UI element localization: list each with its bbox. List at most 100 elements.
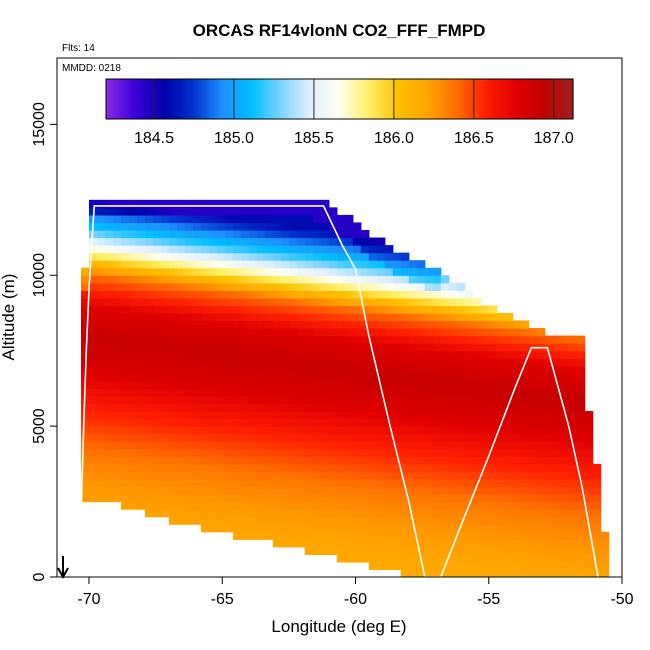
field-cell	[240, 373, 250, 382]
field-cell	[216, 509, 226, 518]
field-cell	[584, 516, 594, 525]
field-cell	[160, 486, 170, 495]
field-cell	[320, 312, 330, 322]
field-cell	[280, 380, 290, 390]
field-cell	[312, 312, 322, 322]
field-cell	[264, 252, 274, 261]
field-cell	[360, 448, 370, 457]
field-cell	[368, 373, 378, 382]
field-cell	[552, 478, 562, 488]
field-cell	[376, 433, 386, 442]
field-cell	[104, 305, 114, 314]
field-cell	[456, 328, 466, 337]
field-cell	[392, 494, 402, 503]
field-cell	[472, 494, 482, 503]
field-cell	[440, 516, 450, 525]
field-cell	[216, 426, 226, 435]
colorbar-segment	[329, 79, 333, 119]
field-cell	[224, 335, 234, 344]
field-cell	[80, 282, 90, 291]
field-cell	[528, 463, 538, 472]
colorbar-segment	[323, 79, 328, 119]
field-cell	[320, 516, 330, 525]
field-cell	[408, 373, 418, 382]
field-cell	[520, 509, 530, 518]
field-cell	[328, 350, 338, 359]
field-cell	[152, 222, 162, 231]
field-cell	[256, 471, 266, 480]
field-cell	[536, 403, 546, 412]
field-cell	[528, 486, 538, 495]
field-cell	[432, 546, 442, 555]
field-cell	[480, 411, 490, 420]
field-cell	[240, 214, 250, 224]
field-cell	[448, 463, 458, 472]
field-cell	[536, 561, 546, 571]
field-cell	[408, 554, 418, 563]
field-cell	[240, 222, 250, 231]
field-cell	[112, 358, 122, 367]
field-cell	[456, 433, 466, 442]
field-cell	[112, 275, 122, 284]
field-cell	[144, 350, 154, 359]
field-cell	[360, 403, 370, 412]
colorbar-segment	[134, 79, 138, 119]
field-cell	[224, 305, 234, 314]
field-cell	[480, 403, 490, 412]
field-cell	[296, 229, 306, 239]
field-cell	[224, 237, 234, 246]
field-cell	[496, 456, 506, 465]
field-cell	[176, 328, 186, 337]
field-cell	[104, 448, 114, 457]
field-cell	[120, 214, 130, 224]
field-cell	[320, 456, 330, 465]
field-cell	[192, 305, 202, 314]
field-cell	[576, 501, 586, 510]
field-cell	[80, 275, 90, 284]
field-cell	[472, 426, 482, 435]
field-cell	[552, 395, 562, 405]
field-cell	[368, 380, 378, 390]
field-cell	[104, 237, 114, 246]
field-cell	[288, 350, 298, 359]
field-cell	[464, 312, 474, 322]
x-tick-label: -50	[610, 591, 633, 608]
field-cell	[376, 501, 386, 510]
field-cell	[160, 365, 170, 374]
field-cell	[544, 524, 554, 533]
field-cell	[104, 207, 114, 216]
field-cell	[416, 335, 426, 344]
field-cell	[536, 358, 546, 367]
field-cell	[288, 267, 298, 276]
field-cell	[400, 501, 410, 510]
field-cell	[496, 426, 506, 435]
colorbar-tick-label: 185.0	[214, 130, 254, 147]
field-cell	[336, 403, 346, 412]
field-cell	[424, 546, 434, 555]
field-cell	[304, 395, 314, 405]
field-cell	[160, 418, 170, 427]
field-cell	[408, 561, 418, 571]
field-cell	[344, 267, 354, 276]
field-cell	[528, 395, 538, 405]
field-cell	[520, 516, 530, 525]
field-cell	[88, 320, 98, 329]
field-cell	[176, 418, 186, 427]
field-cell	[344, 358, 354, 367]
field-cell	[488, 343, 498, 352]
field-cell	[240, 441, 250, 450]
field-cell	[368, 245, 378, 254]
field-cell	[208, 524, 218, 533]
field-cell	[368, 395, 378, 405]
field-cell	[504, 501, 514, 510]
field-cell	[264, 335, 274, 344]
field-cell	[160, 343, 170, 352]
field-cell	[568, 486, 578, 495]
colorbar-segment	[230, 79, 234, 119]
field-cell	[168, 267, 178, 276]
field-cell	[496, 373, 506, 382]
field-cell	[80, 448, 90, 457]
field-cell	[512, 494, 522, 503]
field-cell	[576, 343, 586, 352]
field-cell	[272, 199, 282, 208]
